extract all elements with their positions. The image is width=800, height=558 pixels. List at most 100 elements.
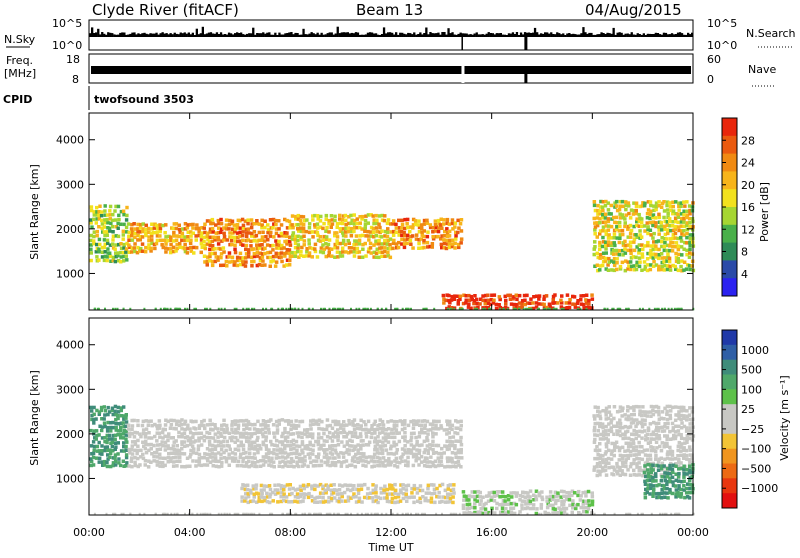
heatmap-cell bbox=[360, 255, 365, 259]
heatmap-cell bbox=[367, 440, 372, 444]
heatmap-cell bbox=[323, 451, 327, 455]
heatmap-cell bbox=[297, 464, 301, 469]
heatmap-cell bbox=[116, 221, 120, 226]
heatmap-cell bbox=[138, 463, 142, 467]
heatmap-cell bbox=[487, 510, 491, 515]
heatmap-cell bbox=[655, 446, 659, 450]
heatmap-cell bbox=[155, 459, 159, 464]
heatmap-cell bbox=[473, 506, 477, 510]
heatmap-cell bbox=[598, 410, 602, 414]
heatmap-cell bbox=[200, 245, 204, 249]
heatmap-cell bbox=[255, 263, 260, 268]
heatmap-cell bbox=[202, 463, 207, 467]
nsky-sample bbox=[97, 28, 100, 37]
heatmap-cell bbox=[280, 491, 284, 495]
heatmap-cell bbox=[674, 434, 678, 438]
heatmap-cell bbox=[89, 238, 93, 243]
heatmap-cell bbox=[267, 419, 271, 423]
heatmap-cell bbox=[366, 229, 370, 234]
heatmap-cell bbox=[653, 449, 658, 454]
heatmap-cell bbox=[216, 451, 221, 455]
nsky-sample bbox=[183, 32, 186, 37]
heatmap-cell bbox=[121, 209, 126, 213]
heatmap-cell bbox=[432, 491, 437, 495]
heatmap-cell bbox=[642, 260, 647, 264]
heatmap-cell bbox=[255, 254, 260, 258]
heatmap-cell bbox=[489, 498, 494, 502]
nsky-sample bbox=[509, 33, 513, 37]
heatmap-cell bbox=[160, 461, 165, 465]
heatmap-cell bbox=[333, 422, 338, 427]
heatmap-cell bbox=[430, 492, 434, 496]
heatmap-cell bbox=[676, 268, 681, 273]
heatmap-cell bbox=[308, 307, 311, 311]
nsky-sample bbox=[302, 28, 305, 37]
heatmap-cell bbox=[677, 494, 681, 498]
heatmap-cell bbox=[348, 483, 353, 488]
heatmap-cell bbox=[347, 452, 351, 456]
heatmap-cell bbox=[688, 490, 692, 495]
heatmap-cell bbox=[375, 427, 379, 432]
nsky-sample bbox=[312, 33, 315, 37]
heatmap-cell bbox=[402, 245, 407, 250]
heatmap-cell bbox=[648, 216, 652, 221]
heatmap-cell bbox=[616, 432, 620, 437]
heatmap-cell bbox=[346, 499, 351, 503]
time-axis: 00:00 04:00 08:00 12:00 16:00 20:00 00:00 bbox=[73, 113, 709, 539]
heatmap-cell bbox=[338, 217, 342, 221]
heatmap-cell bbox=[114, 428, 118, 432]
heatmap-cell bbox=[247, 251, 251, 255]
heatmap-cell bbox=[389, 444, 393, 448]
heatmap-cell bbox=[328, 456, 332, 460]
heatmap-cell bbox=[210, 239, 215, 244]
heatmap-cell bbox=[657, 307, 660, 311]
heatmap-cell bbox=[411, 463, 416, 468]
heatmap-cell bbox=[211, 235, 215, 239]
heatmap-cell bbox=[389, 431, 394, 435]
heatmap-cell bbox=[617, 229, 622, 233]
heatmap-cell bbox=[680, 229, 684, 233]
heatmap-cell bbox=[649, 248, 653, 253]
heatmap-cell bbox=[598, 205, 603, 209]
heatmap-cell bbox=[284, 495, 289, 499]
heatmap-cell bbox=[287, 248, 292, 252]
heatmap-cell bbox=[621, 204, 625, 209]
nsky-sample bbox=[173, 32, 176, 37]
heatmap-cell bbox=[328, 423, 333, 428]
heatmap-cell bbox=[113, 404, 118, 409]
heatmap-cell bbox=[337, 512, 340, 516]
heatmap-cell bbox=[398, 460, 402, 465]
heatmap-cell bbox=[291, 438, 296, 443]
heatmap-cell bbox=[340, 484, 345, 488]
heatmap-cell bbox=[268, 234, 273, 238]
nsky-sample bbox=[201, 26, 204, 37]
heatmap-cell bbox=[228, 218, 232, 223]
heatmap-cell bbox=[613, 243, 617, 248]
heatmap-cell bbox=[244, 243, 249, 248]
nsky-sample bbox=[429, 32, 432, 37]
heatmap-cell bbox=[294, 426, 298, 430]
heatmap-cell bbox=[295, 448, 299, 452]
heatmap-cell bbox=[166, 438, 170, 443]
heatmap-cell bbox=[113, 209, 117, 213]
heatmap-cell bbox=[464, 298, 468, 302]
heatmap-cell bbox=[228, 512, 231, 516]
heatmap-cell bbox=[544, 294, 549, 298]
nsky-sample bbox=[103, 33, 106, 37]
heatmap-cell bbox=[160, 430, 165, 435]
heatmap-cell bbox=[669, 437, 673, 441]
heatmap-cell bbox=[361, 439, 365, 443]
heatmap-cell bbox=[210, 455, 214, 459]
nsky-sample bbox=[590, 32, 593, 37]
heatmap-cell bbox=[397, 233, 401, 237]
heatmap-cell bbox=[420, 443, 424, 447]
heatmap-cell bbox=[279, 255, 283, 259]
heatmap-cell bbox=[555, 307, 558, 311]
heatmap-cell bbox=[479, 297, 483, 301]
heatmap-cell bbox=[679, 445, 683, 449]
nsky-sample bbox=[366, 32, 370, 37]
nsky-sample bbox=[117, 34, 120, 37]
heatmap-cell bbox=[216, 231, 221, 235]
nsky-sample bbox=[439, 34, 442, 37]
heatmap-cell bbox=[560, 294, 564, 298]
